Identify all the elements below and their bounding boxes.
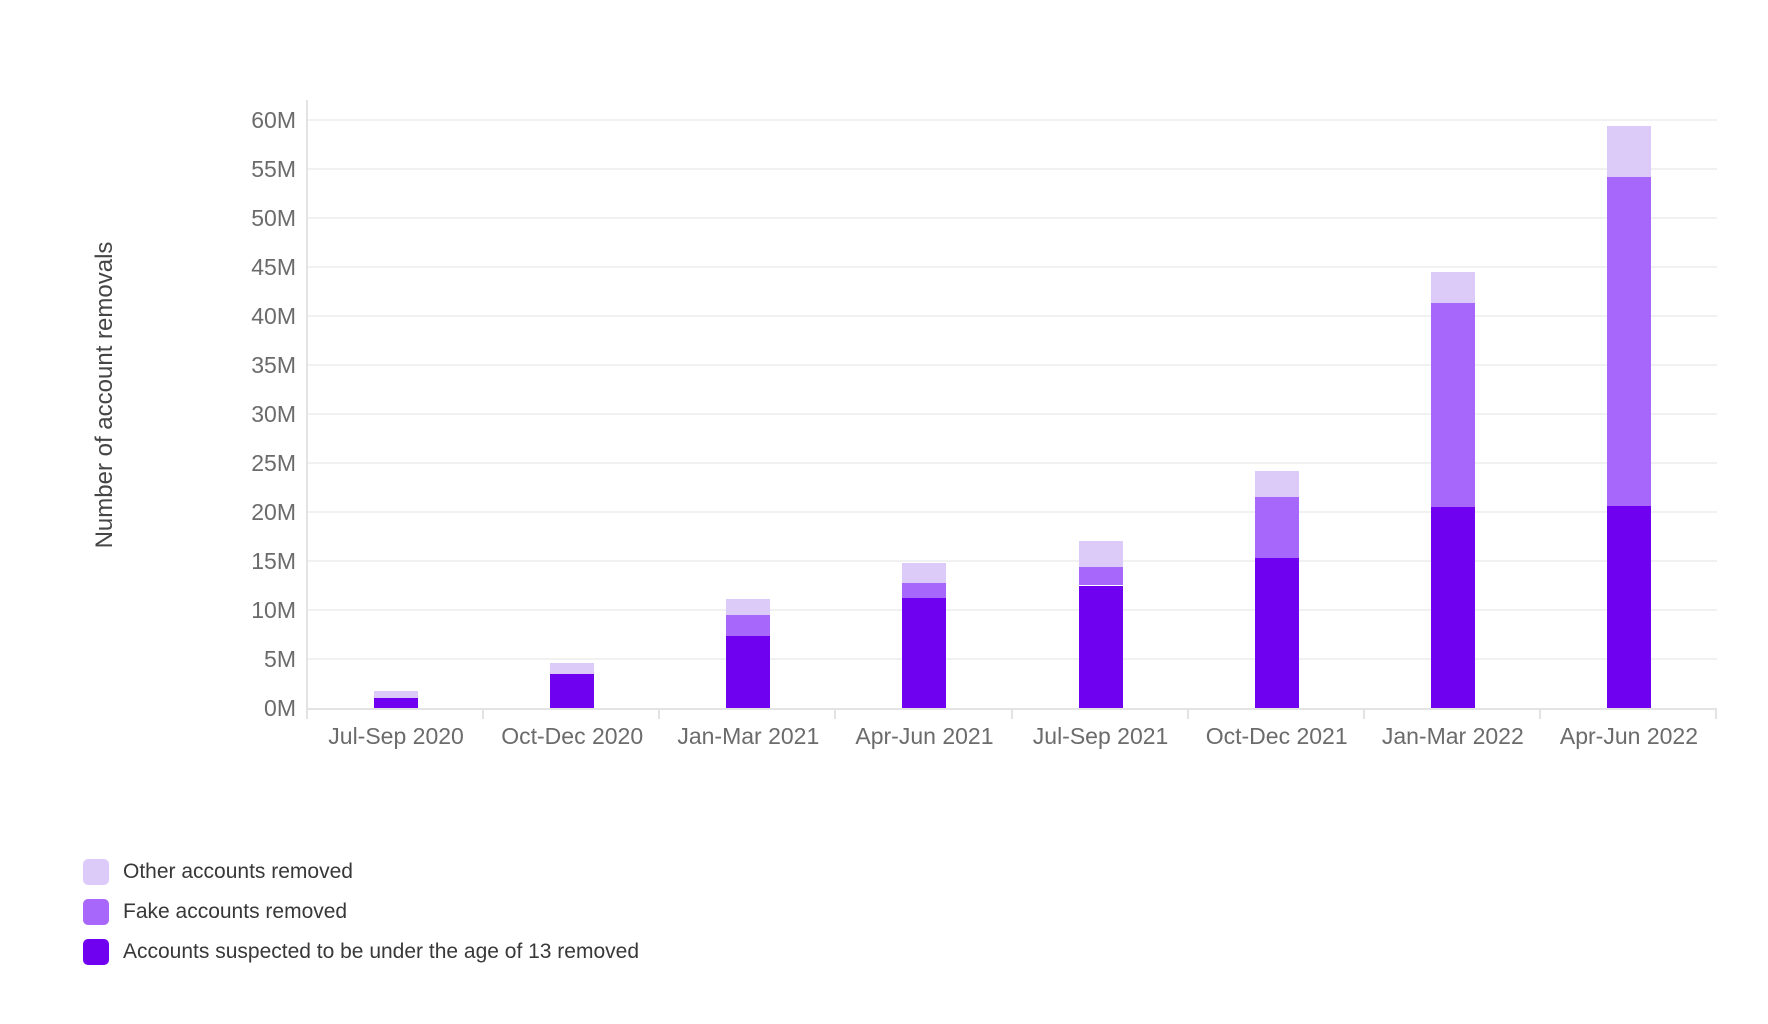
legend-swatch [83, 939, 109, 965]
x-axis-tick [1010, 710, 1013, 719]
y-tick-label: 15M [251, 548, 296, 574]
gridline [308, 168, 1717, 170]
y-axis-title: Number of account removals [91, 241, 118, 549]
bar-segment [1078, 566, 1123, 586]
y-tick-label: 60M [251, 107, 296, 133]
x-tick-label: Jul-Sep 2020 [328, 723, 464, 749]
x-tick-label: Oct-Dec 2021 [1205, 723, 1348, 749]
y-tick-label: 35M [251, 352, 296, 378]
y-tick-label: 20M [251, 499, 296, 525]
gridline [308, 119, 1717, 121]
bar-segment [902, 582, 947, 599]
bar-segment [1430, 271, 1475, 304]
y-tick-label: 55M [251, 156, 296, 182]
bar-segment [1078, 541, 1123, 567]
legend-label: Fake accounts removed [123, 900, 348, 923]
gridline [308, 609, 1717, 611]
x-tick-label: Apr-Jun 2021 [855, 723, 994, 749]
legend-label: Accounts suspected to be under the age o… [123, 940, 640, 963]
x-axis-tick [1186, 710, 1189, 719]
bar-segment [550, 662, 595, 674]
x-axis-tick [1538, 710, 1541, 719]
x-axis-tick [658, 710, 661, 719]
y-tick-label: 40M [251, 303, 296, 329]
bar-segment [374, 698, 419, 708]
bar-segment [902, 598, 947, 708]
bar-segment [1430, 303, 1475, 508]
x-axis-tick [834, 710, 837, 719]
y-tick-label: 5M [264, 646, 296, 672]
x-axis-line [306, 708, 1717, 710]
x-tick-label: Oct-Dec 2020 [501, 723, 644, 749]
y-tick-label: 50M [251, 205, 296, 231]
bar-segment [1606, 176, 1651, 507]
legend-item: Fake accounts removed [83, 899, 639, 925]
bar-segment [1254, 558, 1299, 708]
legend-item: Other accounts removed [83, 859, 639, 885]
bar-segment [726, 614, 771, 637]
bar-segment [1254, 497, 1299, 559]
y-tick-label: 30M [251, 401, 296, 427]
x-axis-tick [1715, 710, 1717, 719]
legend-swatch [83, 859, 109, 885]
bar-segment [1606, 125, 1651, 177]
gridline [308, 364, 1717, 366]
x-tick-label: Jan-Mar 2021 [677, 723, 820, 749]
gridline [308, 413, 1717, 415]
bar-segment [726, 636, 771, 708]
y-tick-label: 25M [251, 450, 296, 476]
x-tick-label: Jul-Sep 2021 [1032, 723, 1169, 749]
bar-segment [1606, 506, 1651, 708]
gridline [308, 266, 1717, 268]
legend: Other accounts removed Fake accounts remo… [83, 859, 639, 979]
legend-swatch [83, 899, 109, 925]
gridline [308, 560, 1717, 562]
x-tick-label: Jan-Mar 2022 [1381, 723, 1524, 749]
x-tick-label: Apr-Jun 2022 [1559, 723, 1698, 749]
y-axis-line [306, 100, 308, 719]
gridline [308, 217, 1717, 219]
gridline [308, 315, 1717, 317]
bar-segment [1078, 585, 1123, 708]
y-tick-label: 10M [251, 597, 296, 623]
bar-segment [726, 599, 771, 615]
gridline [308, 658, 1717, 660]
bar-segment [1254, 470, 1299, 498]
bar-segment [902, 562, 947, 583]
y-tick-label: 45M [251, 254, 296, 280]
x-axis-tick [1362, 710, 1365, 719]
gridline [308, 462, 1717, 464]
y-tick-label: 0M [264, 695, 296, 721]
legend-label: Other accounts removed [123, 860, 353, 883]
bar-segment [374, 691, 419, 699]
gridline [308, 511, 1717, 513]
bar-segment [550, 673, 595, 708]
x-axis-tick [482, 710, 485, 719]
bar-segment [1430, 507, 1475, 708]
legend-item: Accounts suspected to be under the age o… [83, 939, 639, 965]
